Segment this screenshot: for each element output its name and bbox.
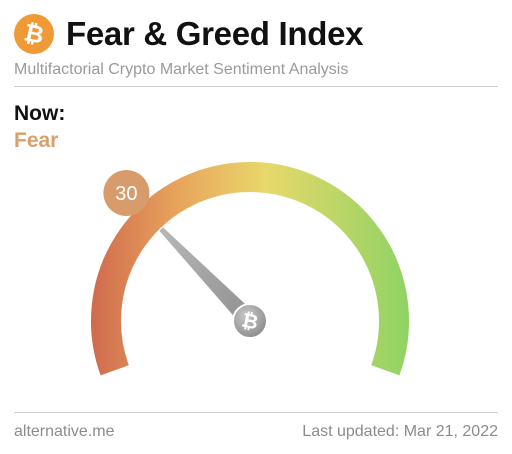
divider <box>14 412 498 413</box>
gauge-value-badge: 30 <box>103 170 150 216</box>
page-subtitle: Multifactorial Crypto Market Sentiment A… <box>14 61 349 78</box>
last-updated: Last updated: Mar 21, 2022 <box>302 423 498 440</box>
sentiment-classification: Fear <box>14 129 59 152</box>
header: ₿ Fear & Greed Index <box>14 14 364 54</box>
bitcoin-icon: ₿ <box>240 310 261 335</box>
bitcoin-icon: ₿ <box>14 14 54 54</box>
now-label: Now: <box>14 102 66 125</box>
gauge-hub: ₿ <box>232 303 268 339</box>
gauge-value: 30 <box>115 183 137 205</box>
gauge-needle <box>159 227 257 328</box>
source-link[interactable]: alternative.me <box>14 423 115 440</box>
page-title: Fear & Greed Index <box>66 15 364 52</box>
gauge-arc <box>91 162 409 376</box>
divider <box>14 86 498 87</box>
